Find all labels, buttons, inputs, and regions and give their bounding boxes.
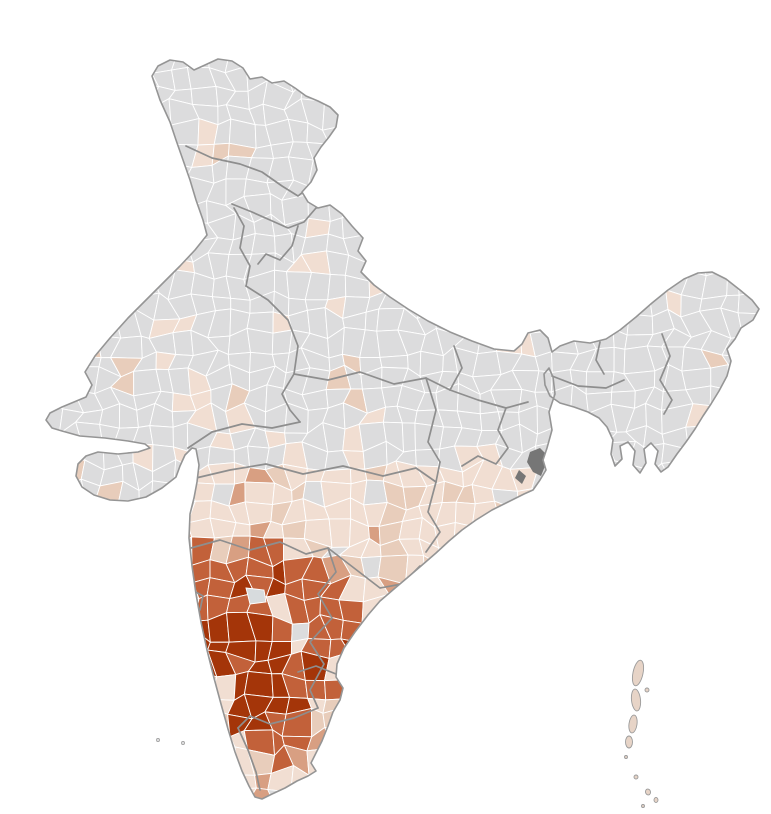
- state-border: [237, 707, 319, 729]
- state-border: [425, 377, 441, 463]
- district-cell[interactable]: [149, 425, 174, 448]
- district-cell[interactable]: [401, 422, 416, 453]
- state-border: [233, 207, 251, 287]
- district-cell[interactable]: [379, 354, 409, 369]
- district-cell[interactable]: [172, 422, 189, 452]
- district-cell-gray-enclave[interactable]: [245, 587, 267, 605]
- country-outline: [45, 58, 760, 800]
- state-border: [195, 463, 437, 483]
- state-border: [245, 285, 301, 423]
- district-cell[interactable]: [326, 250, 350, 276]
- state-border: [190, 539, 329, 555]
- state-borders-layer: [185, 145, 673, 791]
- district-cell[interactable]: [415, 448, 441, 468]
- district-cell[interactable]: [244, 481, 276, 506]
- andaman-nicobar-islands: [624, 659, 659, 808]
- lakshadweep-islands: [156, 738, 185, 745]
- island[interactable]: [628, 714, 638, 734]
- island[interactable]: [630, 659, 645, 687]
- district-cell[interactable]: [172, 329, 194, 356]
- district-cell[interactable]: [251, 233, 276, 255]
- state-border: [449, 345, 463, 391]
- state-border: [309, 547, 337, 709]
- district-cell[interactable]: [190, 85, 219, 107]
- island[interactable]: [630, 688, 642, 712]
- island[interactable]: [633, 774, 639, 780]
- island[interactable]: [181, 741, 185, 745]
- island[interactable]: [653, 797, 659, 803]
- island[interactable]: [645, 788, 651, 796]
- state-border: [659, 333, 673, 415]
- state-border: [449, 389, 529, 409]
- district-cell[interactable]: [613, 346, 626, 375]
- island[interactable]: [644, 687, 650, 693]
- sundarbans-marsh-patch: [515, 470, 526, 484]
- island[interactable]: [156, 738, 160, 742]
- district-cell[interactable]: [207, 446, 235, 466]
- state-border: [461, 407, 509, 467]
- district-cell[interactable]: [328, 518, 352, 548]
- district-cell[interactable]: [472, 350, 502, 378]
- state-border: [595, 341, 605, 375]
- district-cell[interactable]: [246, 327, 274, 355]
- state-border: [231, 203, 331, 229]
- state-border: [237, 727, 261, 791]
- district-cell[interactable]: [232, 522, 251, 537]
- state-border: [293, 371, 451, 391]
- district-cell[interactable]: [211, 296, 232, 312]
- island[interactable]: [624, 755, 628, 759]
- state-border: [297, 665, 337, 675]
- island[interactable]: [625, 735, 633, 749]
- sundarbans-marsh-patch: [527, 448, 546, 476]
- district-cell[interactable]: [304, 679, 327, 701]
- state-border: [551, 375, 625, 389]
- district-cell[interactable]: [585, 371, 615, 395]
- district-cell[interactable]: [327, 273, 347, 301]
- state-border: [257, 225, 299, 265]
- state-border: [425, 461, 441, 553]
- district-cell[interactable]: [243, 671, 274, 698]
- state-border: [187, 421, 301, 449]
- island[interactable]: [641, 804, 645, 808]
